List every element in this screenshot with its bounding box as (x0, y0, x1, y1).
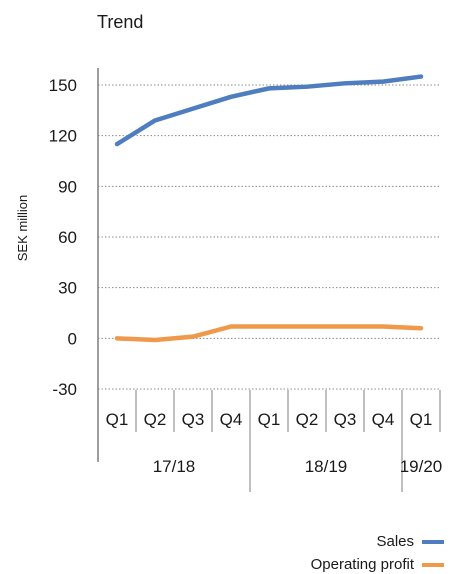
x-category-label: Q2 (296, 410, 319, 429)
series-line-operating-profit (114, 324, 424, 343)
y-tick-labels: -30 0 30 60 90 120 150 (49, 76, 77, 399)
legend-item-operating-profit: Operating profit (311, 556, 444, 573)
x-category-label: Q4 (372, 410, 395, 429)
x-category-label: Q3 (334, 410, 357, 429)
y-tick-label: 90 (58, 177, 77, 196)
chart-title: Trend (97, 12, 144, 32)
legend-label-operating-profit: Operating profit (310, 556, 414, 573)
x-group-label: 17/18 (153, 457, 196, 476)
y-tick-label: -30 (52, 380, 77, 399)
y-axis-label: SEK million (15, 195, 30, 261)
x-category-label: Q1 (258, 410, 281, 429)
series-line-sales (114, 74, 424, 147)
x-category-label: Q4 (220, 410, 243, 429)
x-group-label: 18/19 (305, 457, 348, 476)
y-tick-label: 0 (68, 329, 77, 348)
y-tick-label: 120 (49, 127, 77, 146)
x-category-label: Q2 (144, 410, 167, 429)
legend-label-sales: Sales (376, 533, 414, 550)
axes (97, 68, 441, 492)
x-category-labels: Q1 Q2 Q3 Q4 Q1 Q2 Q3 Q4 Q1 17/18 18/19 19/20 (106, 410, 443, 476)
legend-swatch-sales (422, 539, 444, 544)
x-category-label: Q1 (410, 410, 433, 429)
x-group-label: 19/20 (400, 457, 443, 476)
legend-swatch-operating-profit (422, 562, 444, 567)
y-tick-label: 150 (49, 76, 77, 95)
legend-item-sales: Sales (376, 533, 444, 550)
x-category-label: Q3 (182, 410, 205, 429)
gridlines (98, 84, 440, 390)
series-lines (114, 74, 424, 343)
x-category-label: Q1 (106, 410, 129, 429)
y-tick-label: 60 (58, 228, 77, 247)
y-tick-label: 30 (58, 279, 77, 298)
